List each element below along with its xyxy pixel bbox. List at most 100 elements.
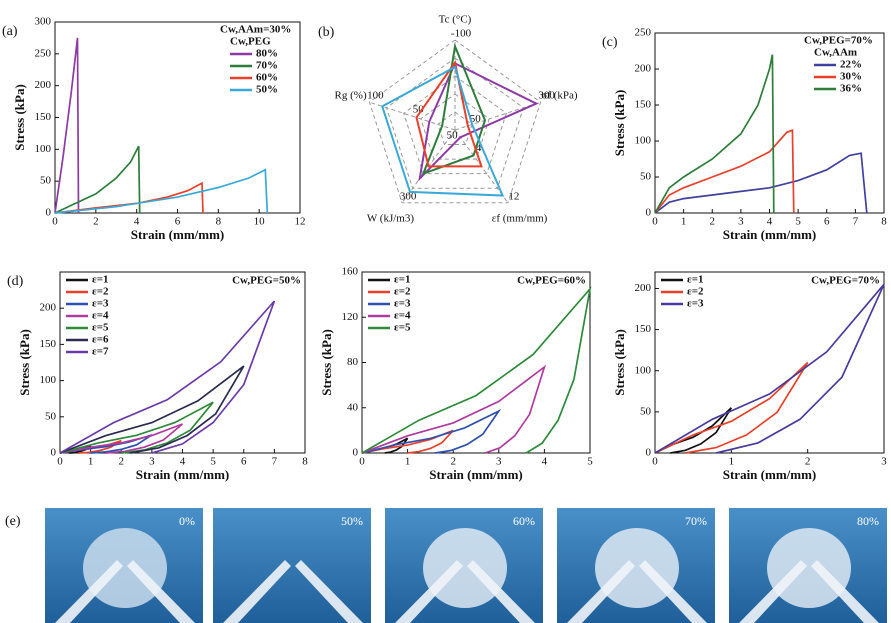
radar-axis-label: Rg (%)	[335, 90, 367, 102]
y-tick-label: 150	[635, 323, 652, 335]
plot-frame	[654, 271, 885, 454]
legend-label: 50%	[256, 84, 278, 96]
radar-series	[415, 60, 483, 168]
clamp	[223, 560, 291, 623]
radar-ring	[385, 57, 525, 189]
x-tick-label: 7	[853, 216, 859, 228]
radar-tick-label: 300	[400, 190, 417, 202]
series-line	[361, 429, 454, 454]
x-tick-label: 6	[241, 456, 247, 468]
legend-label: 22%	[840, 59, 862, 71]
series-line	[59, 423, 184, 454]
clamp	[811, 560, 879, 623]
x-tick-label: 10	[254, 216, 266, 228]
x-tick-label: 8	[881, 216, 887, 228]
clamp	[127, 560, 195, 623]
radar-axis-label: W (kJ/m3)	[367, 212, 414, 224]
y-tick-label: 250	[635, 27, 652, 39]
x-tick-label: 4	[767, 216, 773, 228]
x-tick-label: 2	[119, 456, 125, 468]
y-axis-label: Stress (kPa)	[612, 90, 627, 157]
radar-series	[421, 42, 487, 176]
radar-tick-label: 50	[470, 113, 482, 125]
radar-spoke	[369, 101, 456, 131]
x-tick-label: 3	[881, 456, 887, 468]
y-axis-label: Stress (kPa)	[17, 329, 32, 396]
y-tick-label: 50	[640, 171, 652, 183]
x-tick-label: 6	[175, 216, 181, 228]
legend-label: ε=1	[92, 274, 108, 286]
radar-axis-label: Tc (°C)	[439, 14, 472, 26]
clamp	[295, 560, 363, 623]
clamp	[739, 560, 807, 623]
annotation: Cw,PEG=50%	[232, 275, 301, 287]
legend-label: ε=2	[92, 286, 109, 298]
y-tick-label: 150	[35, 111, 52, 123]
x-tick-label: 5	[795, 216, 801, 228]
clamp	[395, 560, 463, 623]
legend-title: Cw,AAm	[814, 47, 857, 59]
radar-tick-label: 4	[476, 142, 482, 154]
photo-label: 70%	[685, 514, 707, 528]
series-line	[654, 152, 868, 214]
x-tick-label: 3	[149, 456, 155, 468]
x-axis-label: Strain (mm/mm)	[136, 467, 230, 482]
x-tick-label: 0	[57, 456, 63, 468]
annotation: Cw,PEG=70%	[811, 275, 880, 287]
photo-label: 50%	[341, 514, 363, 528]
legend-label: 70%	[256, 60, 278, 72]
legend-label: ε=3	[92, 298, 109, 310]
series-line	[654, 128, 795, 214]
photo-label: 0%	[179, 514, 195, 528]
y-tick-label: 100	[635, 364, 652, 376]
x-tick-label: 4	[134, 216, 140, 228]
y-tick-label: 40	[347, 401, 359, 413]
x-axis-label: Strain (mm/mm)	[131, 227, 225, 242]
radar-series	[418, 62, 539, 182]
photo	[213, 508, 371, 623]
legend-label: 36%	[840, 83, 862, 95]
x-tick-label: 2	[710, 216, 716, 228]
y-tick-label: 0	[646, 447, 652, 459]
legend-title: Cw,PEG	[230, 36, 271, 48]
x-tick-label: 8	[302, 456, 308, 468]
x-tick-label: 7	[272, 456, 278, 468]
x-tick-label: 4	[542, 456, 548, 468]
panel-label: (a)	[2, 24, 18, 39]
radar-ring	[437, 111, 473, 146]
y-tick-label: 100	[635, 135, 652, 147]
clamp	[55, 560, 123, 623]
x-axis-label: Strain (mm/mm)	[429, 467, 523, 482]
radar-tick-label: 12	[508, 190, 519, 202]
y-tick-label: 300	[35, 16, 52, 28]
y-tick-label: 120	[342, 311, 359, 323]
radar-tick-label: -100	[451, 28, 472, 40]
legend-label: ε=1	[394, 274, 410, 286]
legend-label: ε=2	[687, 286, 704, 298]
x-tick-label: 2	[93, 216, 99, 228]
panel-label: (d)	[7, 274, 24, 289]
radar-tick-label: 100	[367, 90, 384, 102]
x-tick-label: 12	[295, 216, 306, 228]
series-line	[59, 401, 214, 454]
x-tick-label: 1	[405, 456, 411, 468]
legend-label: ε=7	[92, 346, 109, 358]
x-tick-label: 3	[738, 216, 744, 228]
x-tick-label: 6	[824, 216, 830, 228]
legend-title: Cw,AAm=30%	[220, 24, 291, 36]
y-tick-label: 0	[646, 207, 652, 219]
y-tick-label: 50	[40, 175, 52, 187]
x-tick-label: 0	[359, 456, 365, 468]
y-tick-label: 0	[46, 207, 52, 219]
legend-label: ε=3	[687, 298, 704, 310]
legend-label: ε=1	[687, 274, 703, 286]
series-line	[361, 286, 592, 454]
radar-tick-label: 50	[413, 104, 425, 116]
series-line	[654, 361, 809, 454]
radar-spoke	[454, 101, 541, 131]
series-line	[361, 364, 547, 454]
radar-tick-label: 300	[538, 90, 555, 102]
y-tick-label: 100	[35, 143, 52, 155]
y-axis-label: Stress (kPa)	[319, 329, 334, 396]
